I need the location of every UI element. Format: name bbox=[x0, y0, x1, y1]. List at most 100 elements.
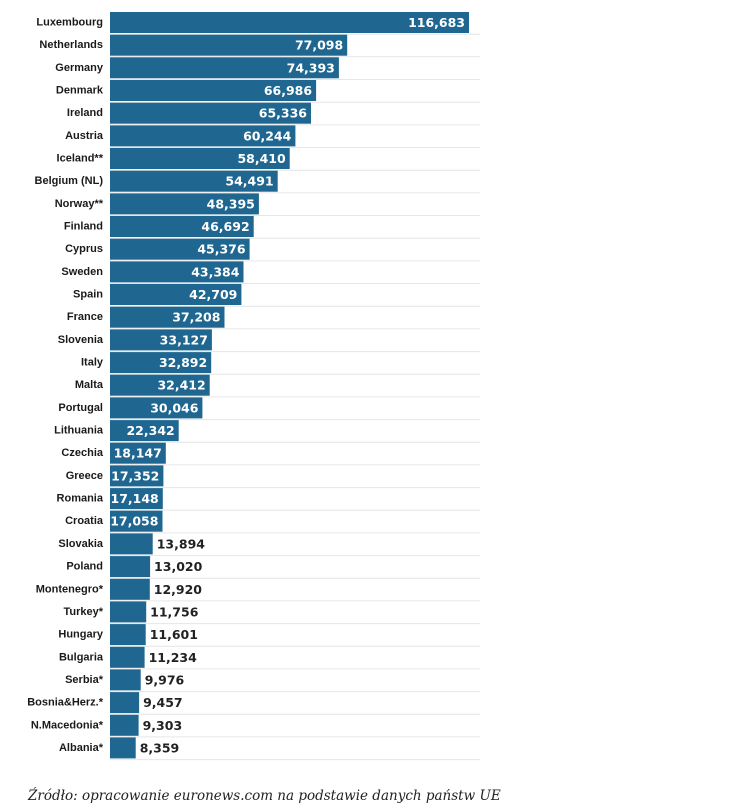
value-label: 17,058 bbox=[110, 514, 158, 529]
bar bbox=[110, 148, 290, 169]
value-label: 66,986 bbox=[264, 83, 313, 98]
bar bbox=[110, 601, 147, 623]
category-label: Belgium (NL) bbox=[35, 175, 104, 187]
bar bbox=[110, 80, 317, 101]
bar bbox=[110, 488, 163, 510]
bar bbox=[110, 216, 254, 237]
bar bbox=[110, 329, 212, 351]
value-label: 17,352 bbox=[111, 468, 159, 483]
value-label: 45,376 bbox=[197, 242, 246, 257]
bar bbox=[110, 102, 311, 124]
chart-area: Luxembourg 116,683 Netherlands 77,098 German… bbox=[27, 12, 480, 761]
value-label: 9,457 bbox=[143, 695, 183, 710]
bar bbox=[110, 34, 348, 56]
value-label: 11,601 bbox=[150, 627, 198, 642]
category-label: Germany bbox=[55, 62, 104, 74]
bar bbox=[110, 238, 250, 260]
bar bbox=[110, 510, 163, 532]
value-label: 22,342 bbox=[126, 423, 174, 438]
source-note: Źródło: opracowanie euronews.com na pods… bbox=[28, 788, 501, 804]
category-label: Croatia bbox=[65, 515, 104, 527]
category-label: Cyprus bbox=[65, 243, 103, 255]
value-label: 116,683 bbox=[408, 15, 465, 30]
value-label: 18,147 bbox=[114, 446, 162, 461]
value-label: 32,892 bbox=[159, 355, 207, 370]
category-label: Turkey* bbox=[63, 606, 103, 618]
category-label: Bulgaria bbox=[59, 651, 104, 663]
value-label: 32,412 bbox=[157, 378, 205, 393]
category-label: Serbia* bbox=[65, 674, 104, 686]
category-label: Bosnia&Herz.* bbox=[27, 697, 104, 709]
bar bbox=[110, 352, 212, 374]
category-label: Czechia bbox=[61, 447, 103, 459]
value-label: 13,020 bbox=[154, 559, 203, 574]
category-label: Finland bbox=[64, 221, 103, 233]
value-label: 77,098 bbox=[295, 38, 343, 53]
category-label: Poland bbox=[66, 561, 103, 573]
bar bbox=[110, 692, 140, 714]
category-label: Hungary bbox=[58, 629, 104, 641]
value-label: 58,410 bbox=[237, 151, 286, 166]
bar bbox=[110, 57, 339, 79]
value-label: 48,395 bbox=[207, 196, 255, 211]
bar bbox=[110, 578, 150, 600]
category-label: Montenegro* bbox=[36, 583, 104, 595]
bar bbox=[110, 533, 153, 555]
value-label: 33,127 bbox=[160, 332, 208, 347]
value-label: 8,359 bbox=[140, 740, 180, 755]
category-label: Denmark bbox=[56, 85, 104, 97]
bar bbox=[110, 125, 296, 147]
category-label: Netherlands bbox=[39, 39, 103, 51]
bar bbox=[110, 714, 139, 736]
bar bbox=[110, 669, 141, 691]
bar bbox=[110, 556, 151, 578]
category-label: Lithuania bbox=[54, 425, 104, 437]
value-label: 30,046 bbox=[150, 400, 199, 415]
category-label: France bbox=[67, 311, 103, 323]
category-label: Slovenia bbox=[58, 334, 104, 346]
bar bbox=[110, 737, 136, 759]
value-label: 46,692 bbox=[201, 219, 249, 234]
category-label: Malta bbox=[75, 379, 104, 391]
category-label: Portugal bbox=[58, 402, 103, 414]
bar bbox=[110, 646, 145, 668]
category-label: Greece bbox=[66, 470, 103, 482]
bar bbox=[110, 170, 278, 192]
value-label: 60,244 bbox=[243, 128, 292, 143]
category-label: Spain bbox=[73, 289, 103, 301]
value-label: 43,384 bbox=[191, 264, 240, 279]
bar bbox=[110, 442, 166, 464]
category-label: Romania bbox=[57, 493, 104, 505]
bar bbox=[110, 306, 225, 328]
bar bbox=[110, 261, 244, 283]
value-label: 17,148 bbox=[111, 491, 159, 506]
category-label: Slovakia bbox=[58, 538, 104, 550]
category-label: N.Macedonia* bbox=[31, 719, 104, 731]
value-label: 9,976 bbox=[145, 672, 185, 687]
value-label: 9,303 bbox=[143, 718, 183, 733]
value-label: 11,756 bbox=[150, 604, 199, 619]
bar bbox=[110, 420, 179, 442]
bar bbox=[110, 624, 146, 646]
bar bbox=[110, 397, 203, 419]
value-label: 37,208 bbox=[172, 310, 220, 325]
value-label: 74,393 bbox=[287, 60, 335, 75]
category-label: Norway** bbox=[55, 198, 104, 210]
bar bbox=[110, 465, 164, 487]
bar bbox=[110, 12, 469, 33]
value-label: 13,894 bbox=[157, 536, 206, 551]
bar bbox=[110, 374, 210, 396]
category-label: Austria bbox=[65, 130, 104, 142]
bar-chart: Luxembourg 116,683 Netherlands 77,098 German… bbox=[27, 12, 480, 761]
value-label: 54,491 bbox=[225, 174, 273, 189]
value-label: 65,336 bbox=[259, 106, 308, 121]
category-label: Iceland** bbox=[57, 153, 104, 165]
value-label: 11,234 bbox=[149, 650, 198, 665]
category-label: Albania* bbox=[59, 742, 104, 754]
category-label: Sweden bbox=[61, 266, 103, 278]
bar bbox=[110, 284, 242, 305]
value-label: 42,709 bbox=[189, 287, 237, 302]
category-label: Luxembourg bbox=[36, 17, 103, 29]
bar bbox=[110, 193, 259, 215]
value-label: 12,920 bbox=[154, 582, 203, 597]
